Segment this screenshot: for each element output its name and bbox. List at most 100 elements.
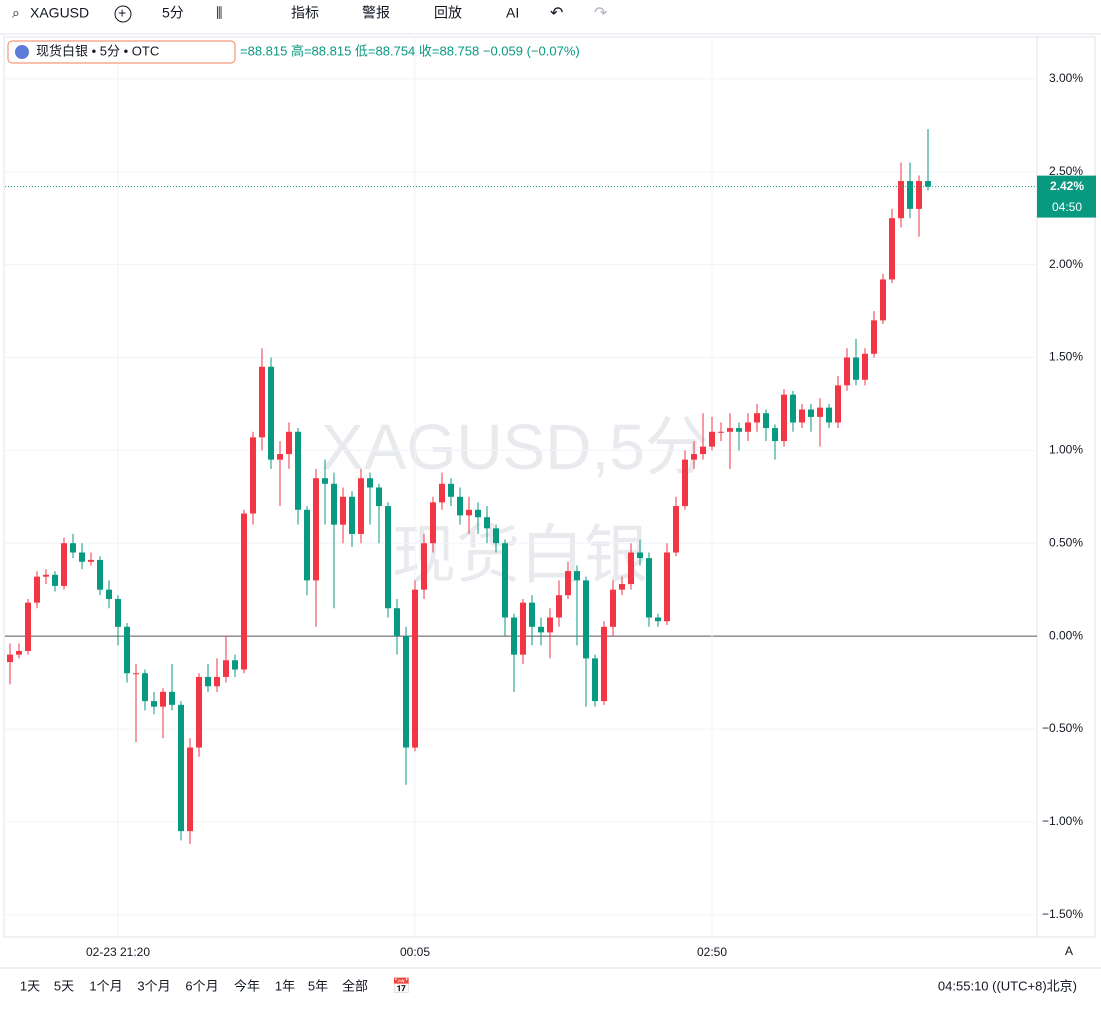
candle-body	[7, 654, 13, 663]
toolbar-item[interactable]: AI	[506, 5, 519, 21]
candle-body	[430, 502, 436, 544]
x-tick-label: 02-23 21:20	[86, 945, 150, 959]
candle-body	[367, 478, 373, 488]
candle-body	[772, 428, 778, 442]
candle-body	[394, 608, 400, 637]
legend-box[interactable]	[7, 40, 236, 64]
candle-body	[277, 454, 283, 460]
candle-icon[interactable]: ⫼	[216, 5, 222, 21]
candle-body	[880, 279, 886, 321]
redo[interactable]: ↷	[594, 5, 608, 22]
candle-body	[295, 431, 301, 510]
y-tick-label: 1.50%	[1049, 350, 1083, 364]
candle-body	[529, 602, 535, 627]
range-button[interactable]: 1个月	[89, 978, 122, 993]
range-button[interactable]: 全部	[342, 978, 368, 993]
candle-body	[835, 385, 841, 423]
candle-body	[889, 218, 895, 280]
candle-body	[421, 543, 427, 590]
toolbar-item[interactable]: 指标	[291, 5, 319, 21]
panel-border	[3, 36, 1096, 938]
x-tick-label: 00:05	[400, 945, 430, 959]
candle-body	[718, 431, 724, 433]
candle-body	[169, 691, 175, 705]
candle-body	[70, 543, 76, 553]
legend-name: 现货白银 • 5分 • OTC	[36, 43, 159, 58]
search-icon[interactable]: ⌕	[12, 5, 20, 21]
candle-body	[646, 558, 652, 618]
range-button[interactable]: 今年	[234, 978, 260, 993]
candle-body	[727, 428, 733, 432]
candle-body	[745, 422, 751, 432]
scale-mode[interactable]: A	[1065, 944, 1073, 958]
toolbar-item[interactable]: 警报	[362, 5, 390, 21]
undo[interactable]: ↶	[550, 5, 563, 22]
candle-body	[583, 580, 589, 659]
toolbar-item[interactable]: 回放	[434, 5, 462, 21]
candle-body	[673, 506, 679, 553]
y-tick-label: 0.50%	[1049, 535, 1083, 549]
candle-body	[340, 496, 346, 525]
candle-body	[115, 598, 121, 627]
candle-body	[106, 589, 112, 599]
symbol[interactable]: XAGUSD	[30, 5, 89, 21]
candle-body	[385, 506, 391, 609]
candle-body	[799, 409, 805, 423]
y-tick-label: 3.00%	[1049, 71, 1083, 85]
candle-body	[871, 320, 877, 354]
candle-body	[151, 701, 157, 707]
last-price-tag	[1037, 175, 1096, 218]
candle-body	[439, 483, 445, 503]
candle-body	[853, 357, 859, 380]
candle-body	[898, 181, 904, 219]
candle-body	[502, 543, 508, 618]
candle-body	[412, 589, 418, 748]
candle-body	[358, 478, 364, 534]
legend-ohlc: =88.815 高=88.815 低=88.754 收=88.758 −0.05…	[240, 43, 580, 58]
candle-body	[565, 571, 571, 596]
candle-body	[34, 576, 40, 603]
candle-body	[142, 673, 148, 702]
candle-body	[376, 487, 382, 507]
candle-body	[448, 483, 454, 497]
candle-body	[844, 357, 850, 386]
candle-body	[925, 181, 931, 187]
candle-body	[241, 513, 247, 670]
candle-body	[178, 704, 184, 832]
candle-body	[574, 571, 580, 581]
candle-body	[520, 602, 526, 655]
candle-body	[817, 407, 823, 417]
candle-body	[16, 650, 22, 655]
candle-body	[619, 584, 625, 590]
range-button[interactable]: 5天	[54, 978, 74, 993]
candle-body	[52, 574, 58, 586]
candle-body	[214, 676, 220, 687]
range-button[interactable]: 1天	[20, 978, 40, 993]
candle-body	[808, 409, 814, 417]
y-tick-label: −1.50%	[1042, 907, 1083, 921]
candle-body	[628, 552, 634, 585]
candle-body	[556, 595, 562, 618]
candle-body	[664, 552, 670, 622]
candle-body	[349, 496, 355, 534]
range-button[interactable]: 6个月	[185, 978, 218, 993]
range-button[interactable]: 3个月	[137, 978, 170, 993]
add-button[interactable]	[114, 5, 132, 23]
range-button[interactable]: 5年	[308, 978, 328, 993]
y-tick-label: −0.50%	[1042, 721, 1083, 735]
candle-body	[601, 626, 607, 702]
candle-body	[754, 413, 760, 423]
candle-body	[790, 394, 796, 423]
interval[interactable]: 5分	[162, 5, 184, 21]
candle-body	[304, 509, 310, 581]
last-price-label: 2.42%	[1050, 179, 1084, 193]
candle-body	[763, 413, 769, 429]
candle-body	[313, 478, 319, 581]
range-button[interactable]: 1年	[275, 978, 295, 993]
candle-body	[133, 673, 139, 675]
x-tick-label: 02:50	[697, 945, 727, 959]
date-range-icon[interactable]: 📅	[392, 977, 411, 995]
